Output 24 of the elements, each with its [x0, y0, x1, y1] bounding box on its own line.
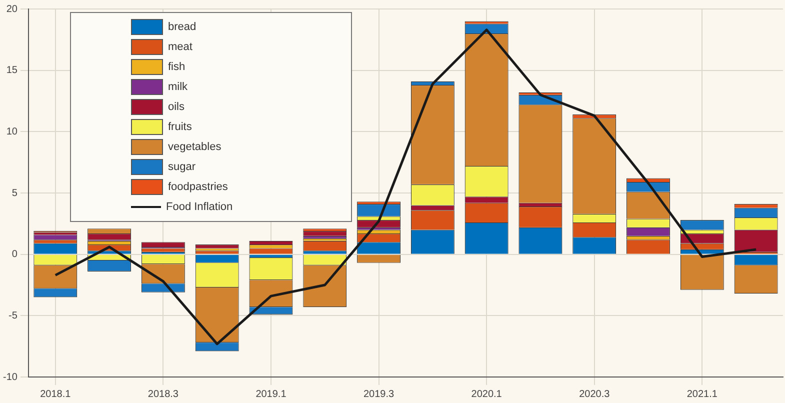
x-tick-label: 2018.1 [40, 388, 72, 400]
legend-label: Food Inflation [166, 201, 233, 213]
x-tick-label: 2021.1 [686, 388, 718, 400]
legend-label: milk [168, 81, 188, 93]
y-tick-label: -10 [3, 372, 18, 383]
y-tick-label: 20 [6, 4, 18, 15]
legend-label: vegetables [168, 141, 222, 153]
y-tick-label: 15 [6, 65, 18, 76]
legend-label: bread [168, 21, 196, 33]
y-tick-label: -5 [8, 310, 18, 322]
legend-label: foodpastries [168, 181, 228, 193]
x-tick-label: 2020.3 [579, 388, 610, 400]
legend-label: oils [168, 101, 185, 113]
legend-label: fruits [168, 121, 192, 133]
legend-label: sugar [168, 161, 196, 173]
legend-label: fish [168, 61, 186, 73]
y-tick-label: 5 [12, 188, 18, 199]
y-tick-label: 0 [12, 249, 18, 260]
x-tick-label: 2020.1 [471, 388, 502, 400]
legend-label: meat [168, 41, 192, 53]
x-tick-label: 2019.3 [363, 388, 395, 400]
y-tick-label: 10 [6, 126, 18, 138]
x-tick-label: 2018.3 [148, 388, 179, 400]
x-tick-label: 2019.1 [256, 388, 287, 400]
